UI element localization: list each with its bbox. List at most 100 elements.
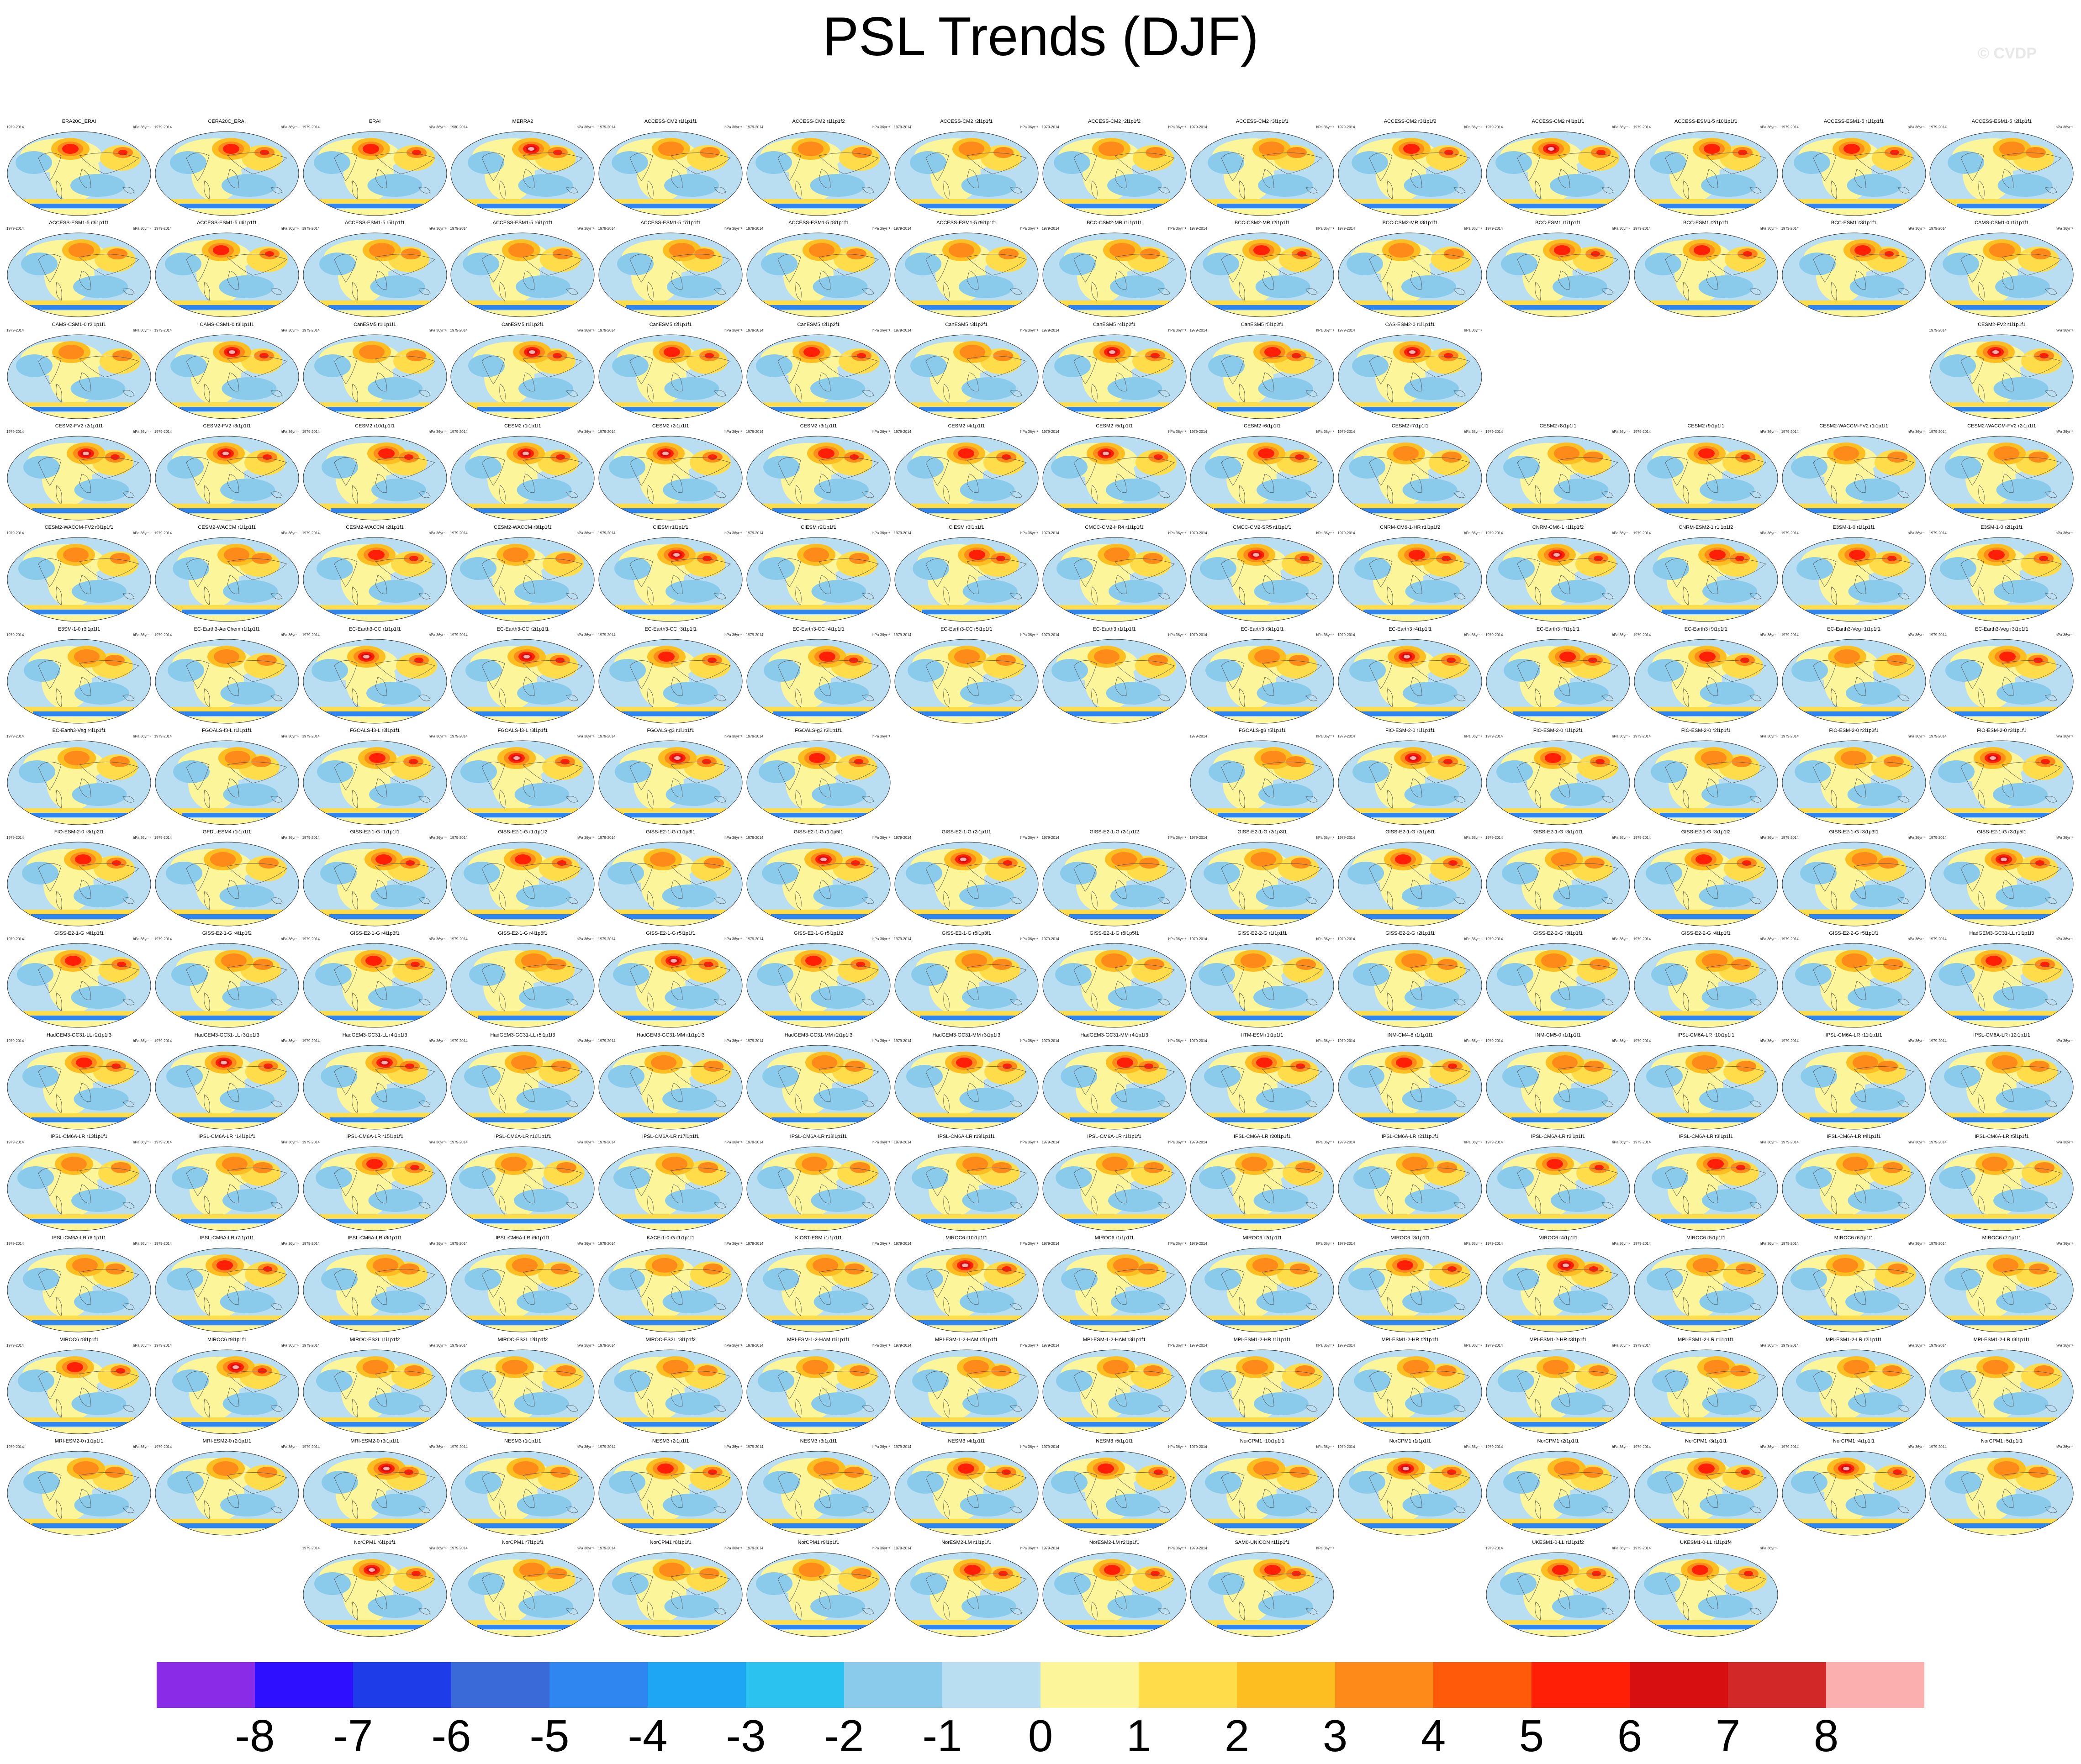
map-panel: GISS-E2-2-G r4i1p1f1 1979-2014 hPa 36yr⁻¹: [1633, 931, 1779, 1028]
panel-title: FGOALS-f3-L r2i1p1f1: [349, 727, 400, 733]
panel-units: hPa 36yr⁻¹: [2055, 836, 2074, 840]
globe-map: [1042, 639, 1187, 723]
panel-years: 1979-2014: [598, 734, 616, 738]
panel-title: FIO-ESM-2-0 r1i1p2f1: [1533, 727, 1583, 733]
map-panel: GISS-E2-1-G r3i1p1f2 1979-2014 hPa 36yr⁻¹: [1633, 829, 1779, 927]
panel-years: 1979-2014: [1189, 836, 1207, 840]
globe-map: [598, 1552, 743, 1637]
panel-units: hPa 36yr⁻¹: [872, 531, 890, 536]
globe-map: [1929, 232, 2074, 317]
panel-years: 1979-2014: [302, 1242, 320, 1246]
panel-title: MPI-ESM-1-2-HAM r1i1p1f1: [787, 1337, 850, 1343]
globe-map: [1486, 1248, 1630, 1332]
panel-years: 1979-2014: [746, 429, 764, 434]
map-panel: CESM2 r7i1p1f1 1979-2014 hPa 36yr⁻¹: [1337, 423, 1483, 521]
panel-years: 1979-2014: [450, 836, 468, 840]
globe-map: [1338, 1349, 1482, 1434]
panel-title: NorESM2-LM r2i1p1f1: [1089, 1540, 1140, 1546]
colorbar-swatch: [157, 1662, 255, 1708]
map-panel: GISS-E2-2-G r2i1p1f1 1979-2014 hPa 36yr⁻¹: [1337, 931, 1483, 1028]
panel-units: hPa 36yr⁻¹: [576, 125, 595, 129]
map-panel: EC-Earth3-CC r3i1p1f1 1979-2014 hPa 36yr⁻¹: [598, 627, 743, 724]
panel-years: 1979-2014: [302, 632, 320, 637]
panel-units: hPa 36yr⁻¹: [724, 632, 743, 637]
panel-units: hPa 36yr⁻¹: [872, 1444, 890, 1449]
panel-years: 1979-2014: [746, 1140, 764, 1144]
globe-map: [1486, 537, 1630, 622]
panel-units: hPa 36yr⁻¹: [1907, 125, 1926, 129]
panel-title: EC-Earth3 r3i1p1f1: [1241, 626, 1284, 632]
panel-years: 1979-2014: [1633, 1140, 1651, 1144]
panel-title: IPSL-CM6A-LR r7i1p1f1: [200, 1235, 254, 1241]
map-panel: CAS-ESM2-0 r1i1p1f1 1979-2014 hPa 36yr⁻¹: [1337, 322, 1483, 420]
map-panel: NESM3 r3i1p1f1 1979-2014 hPa 36yr⁻¹: [746, 1438, 891, 1536]
map-panel: CESM2-FV2 r1i1p1f1 1979-2014 hPa 36yr⁻¹: [1929, 322, 2074, 420]
map-panel: NESM3 r1i1p1f1 1979-2014 hPa 36yr⁻¹: [450, 1438, 595, 1536]
colorbar-tick-label: 2: [1224, 1711, 1250, 1761]
panel-title: BCC-ESM1 r1i1p1f1: [1535, 220, 1581, 226]
map-panel: FGOALS-g3 r3i1p1f1 1979-2014 hPa 36yr⁻¹: [746, 728, 891, 826]
globe-map: [155, 232, 299, 317]
panel-units: hPa 36yr⁻¹: [1168, 1444, 1186, 1449]
globe-map: [598, 842, 743, 927]
panel-years: 1979-2014: [1189, 226, 1207, 231]
copyright-label: © CVDP: [1978, 45, 2037, 62]
globe-map: [7, 131, 151, 216]
panel-years: 1979-2014: [893, 1444, 912, 1449]
panel-years: 1979-2014: [1929, 937, 1947, 942]
panel-title: EC-Earth3-CC r5i1p1f1: [940, 626, 993, 632]
map-panel: GISS-E2-1-G r2i1p1f1 1979-2014 hPa 36yr⁻¹: [894, 829, 1039, 927]
panel-title: NorCPM1 r7i1p1f1: [502, 1540, 544, 1546]
map-panel: UKESM1-0-LL r1i1p1f4 1979-2014 hPa 36yr⁻¹: [1633, 1540, 1779, 1638]
map-panel: FIO-ESM-2-0 r2i1p2f1 1979-2014 hPa 36yr⁻¹: [1781, 728, 1927, 826]
globe-map: [598, 740, 743, 825]
globe-map: [1486, 1045, 1630, 1130]
panel-title: IPSL-CM6A-LR r13i1p1f1: [50, 1134, 108, 1139]
panel-title: NorCPM1 r8i1p1f1: [650, 1540, 692, 1546]
globe-map: [1190, 740, 1334, 825]
panel-units: hPa 36yr⁻¹: [1316, 531, 1334, 536]
panel-title: MIROC-ES2L r3i1p1f2: [645, 1337, 696, 1343]
globe-map: [155, 537, 299, 622]
map-panel: IPSL-CM6A-LR r16i1p1f1 1979-2014 hPa 36yr⁻…: [450, 1134, 595, 1232]
panel-title: GISS-E2-1-G r2i1p5f1: [1385, 829, 1435, 835]
panel-years: 1979-2014: [6, 531, 24, 536]
panel-units: hPa 36yr⁻¹: [1759, 1343, 1778, 1348]
page-title: PSL Trends (DJF): [822, 6, 1259, 67]
map-panel: E3SM-1-0 r3i1p1f1 1979-2014 hPa 36yr⁻¹: [6, 627, 152, 724]
panel-years: 1979-2014: [1633, 1343, 1651, 1348]
panel-years: 1979-2014: [302, 328, 320, 332]
globe-map: [894, 639, 1039, 723]
panel-units: hPa 36yr⁻¹: [1168, 836, 1186, 840]
map-panel: IPSL-CM6A-LR r8i1p1f1 1979-2014 hPa 36yr⁻¹: [302, 1235, 448, 1333]
panel-years: 1979-2014: [598, 226, 616, 231]
panel-years: 1979-2014: [1337, 1343, 1355, 1348]
panel-years: 1979-2014: [1633, 226, 1651, 231]
panel-units: hPa 36yr⁻¹: [1316, 1140, 1334, 1144]
map-panel: ACCESS-ESM1-5 r8i1p1f1 1979-2014 hPa 36yr⁻…: [746, 220, 891, 318]
globe-map: [1042, 1248, 1187, 1332]
map-panel: CESM2 r9i1p1f1 1979-2014 hPa 36yr⁻¹: [1633, 423, 1779, 521]
panel-years: 1979-2014: [1633, 429, 1651, 434]
map-panel: IPSL-CM6A-LR r7i1p1f1 1979-2014 hPa 36yr⁻¹: [154, 1235, 300, 1333]
panel-years: 1979-2014: [893, 429, 912, 434]
panel-title: ACCESS-CM2 r3i1p1f1: [1236, 119, 1289, 124]
panel-title: MERRA2: [512, 119, 533, 124]
map-panel: GISS-E2-1-G r3i1p5f1 1979-2014 hPa 36yr⁻¹: [1929, 829, 2074, 927]
panel-units: hPa 36yr⁻¹: [724, 937, 743, 942]
panel-title: GISS-E2-2-G r1i1p1f1: [1237, 931, 1287, 937]
panel-years: 1979-2014: [1189, 1444, 1207, 1449]
map-panel: NorCPM1 r3i1p1f1 1979-2014 hPa 36yr⁻¹: [1633, 1438, 1779, 1536]
map-panel: EC-Earth3 r9i1p1f1 1979-2014 hPa 36yr⁻¹: [1633, 627, 1779, 724]
colorbar-tick-label: -4: [628, 1711, 668, 1761]
colorbar-swatch: [1433, 1662, 1532, 1708]
panel-title: CIESM r1i1p1f1: [653, 525, 689, 531]
panel-years: 1979-2014: [1041, 937, 1059, 942]
panel-years: 1979-2014: [746, 531, 764, 536]
panel-years: 1979-2014: [1929, 734, 1947, 738]
panel-title: MPI-ESM1-2-HR r2i1p1f1: [1381, 1337, 1439, 1343]
globe-map: [155, 1146, 299, 1231]
panel-units: hPa 36yr⁻¹: [1907, 937, 1926, 942]
panel-title: CanESM5 r3i1p2f1: [945, 321, 988, 327]
